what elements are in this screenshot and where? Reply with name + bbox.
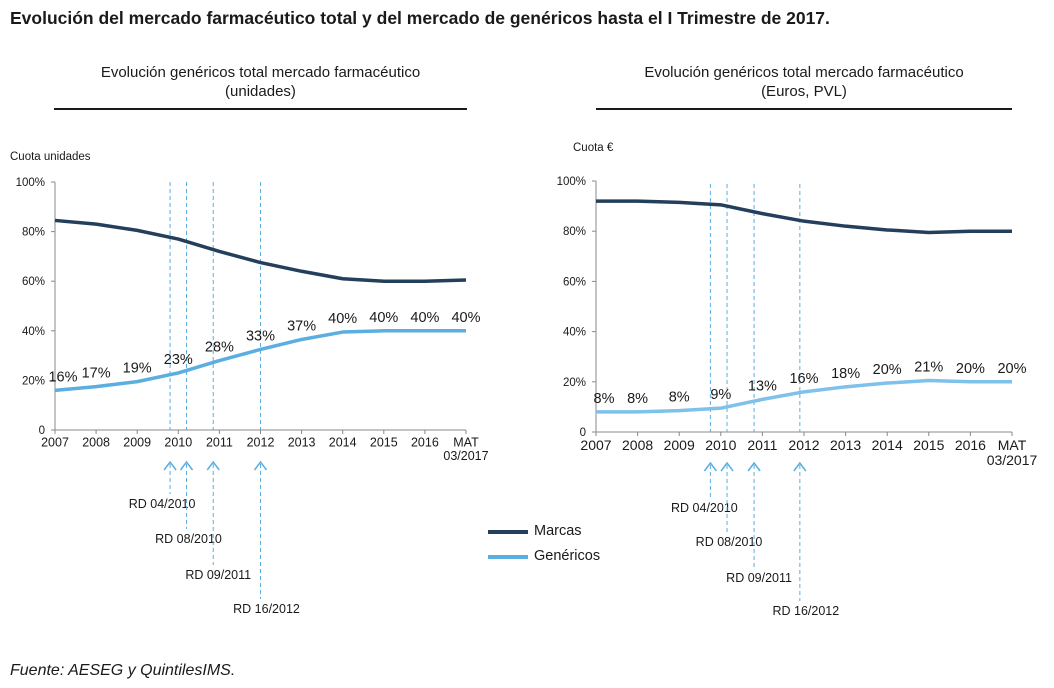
left-y-tick-label: 20% <box>22 375 45 387</box>
left-data-label: 17% <box>82 366 111 382</box>
left-x-tick-label: 2012 <box>247 436 275 450</box>
legend-swatch-marcas <box>488 530 528 534</box>
right-data-label: 9% <box>710 387 731 403</box>
left-chart-title: Evolución genéricos total mercado farmac… <box>100 64 421 81</box>
right-x-tick-label: 2014 <box>872 437 903 453</box>
left-x-tick-label: 2011 <box>206 436 233 450</box>
right-reference-label: RD 16/2012 <box>772 604 839 618</box>
legend-label-genericos: Genéricos <box>534 548 601 564</box>
left-x-tick-label: 2015 <box>370 436 398 450</box>
left-x-tick-label: 2007 <box>41 436 69 450</box>
right-x-tick-label: 2015 <box>913 437 944 453</box>
right-y-axis-label: Cuota € <box>573 142 614 154</box>
right-data-label: 16% <box>789 371 818 387</box>
right-x-tick-label: 2009 <box>664 437 695 453</box>
right-reference-label: RD 09/2011 <box>726 571 792 585</box>
right-data-label: 21% <box>914 360 943 376</box>
legend-swatch-genericos <box>488 555 528 559</box>
left-data-label: 40% <box>369 310 398 326</box>
right-x-tick-label: 2010 <box>705 437 736 453</box>
right-series-genericos-line <box>596 378 1012 414</box>
right-data-label: 8% <box>669 390 690 406</box>
right-data-label: 13% <box>748 378 777 394</box>
right-y-tick-label: 100% <box>557 176 586 188</box>
right-reference-arrow-head <box>703 461 718 472</box>
right-reference-label: RD 08/2010 <box>696 535 763 549</box>
left-reference-arrow-head <box>179 460 194 471</box>
right-data-label: 8% <box>627 391 648 407</box>
left-y-axis-label: Cuota unidades <box>10 151 91 163</box>
right-x-tick-label: 2013 <box>830 437 861 453</box>
left-reference-label: RD 04/2010 <box>129 497 196 511</box>
right-reference-arrow-head <box>720 461 734 472</box>
right-data-label: 8% <box>594 391 615 407</box>
left-data-label: 40% <box>410 310 439 326</box>
right-reference-label: RD 04/2010 <box>671 501 738 515</box>
left-data-label: 23% <box>164 352 193 368</box>
right-heading-rule <box>596 108 1012 110</box>
left-x-tick-label: 2008 <box>82 436 110 450</box>
right-data-label: 20% <box>997 361 1026 377</box>
left-x-tick-label: 2013 <box>288 436 316 450</box>
right-x-tick-label: 2007 <box>580 437 611 453</box>
left-y-tick-label: 40% <box>22 326 45 338</box>
source-footer: Fuente: AESEG y QuintilesIMS. <box>10 662 236 679</box>
right-chart-subtitle: (Euros, PVL) <box>761 83 847 100</box>
page-title: Evolución del mercado farmacéutico total… <box>10 8 830 28</box>
left-series-genericos-line <box>54 329 466 393</box>
left-data-label: 28% <box>205 340 234 356</box>
right-series-marcas-line <box>596 199 1012 235</box>
legend-label-marcas: Marcas <box>534 523 582 539</box>
left-y-tick-label: 0 <box>39 425 45 437</box>
right-data-label: 18% <box>831 366 860 382</box>
right-x-tick-label: 2008 <box>622 437 653 453</box>
left-heading-rule <box>54 108 467 110</box>
right-chart-heading: Evolución genéricos total mercado farmac… <box>596 63 1012 110</box>
left-reference-arrow-head <box>253 460 268 471</box>
left-reference-label: RD 16/2012 <box>233 602 300 616</box>
left-chart-subtitle: (unidades) <box>225 83 296 100</box>
left-data-label: 19% <box>123 361 152 377</box>
left-x-tick-label: 2016 <box>411 436 439 450</box>
left-data-label: 37% <box>287 318 316 334</box>
right-x-tick-label: MAT 03/2017 <box>987 437 1038 468</box>
left-reference-label: RD 08/2010 <box>155 532 222 546</box>
left-chart-heading: Evolución genéricos total mercado farmac… <box>54 63 467 110</box>
right-y-tick-label: 0 <box>580 427 586 439</box>
right-y-tick-label: 20% <box>563 377 586 389</box>
left-y-tick-label: 80% <box>22 227 45 239</box>
left-x-tick-label: MAT 03/2017 <box>443 436 488 464</box>
left-series-marcas-line <box>54 218 467 283</box>
left-reference-label: RD 09/2011 <box>185 568 251 582</box>
right-reference-arrow-head <box>747 461 761 472</box>
left-y-tick-label: 100% <box>16 177 45 189</box>
right-x-tick-label: 2016 <box>955 437 986 453</box>
left-data-label: 16% <box>48 369 77 385</box>
left-data-label: 40% <box>328 311 357 327</box>
left-y-tick-label: 60% <box>22 276 45 288</box>
left-data-label: 33% <box>246 328 275 344</box>
right-reference-arrow-head <box>793 461 807 472</box>
right-y-tick-label: 60% <box>563 276 586 288</box>
left-x-tick-label: 2014 <box>329 436 357 450</box>
left-x-tick-label: 2009 <box>123 436 151 450</box>
left-x-tick-label: 2010 <box>164 436 192 450</box>
right-data-label: 20% <box>956 361 985 377</box>
right-y-tick-label: 80% <box>563 226 586 238</box>
left-data-label: 40% <box>451 310 480 326</box>
left-reference-arrow-head <box>163 460 177 471</box>
right-data-label: 20% <box>873 362 902 378</box>
left-reference-arrow-head <box>206 460 220 471</box>
right-x-tick-label: 2011 <box>747 437 777 453</box>
right-chart-title: Evolución genéricos total mercado farmac… <box>644 64 964 81</box>
right-y-tick-label: 40% <box>563 327 586 339</box>
right-x-tick-label: 2012 <box>788 437 819 453</box>
